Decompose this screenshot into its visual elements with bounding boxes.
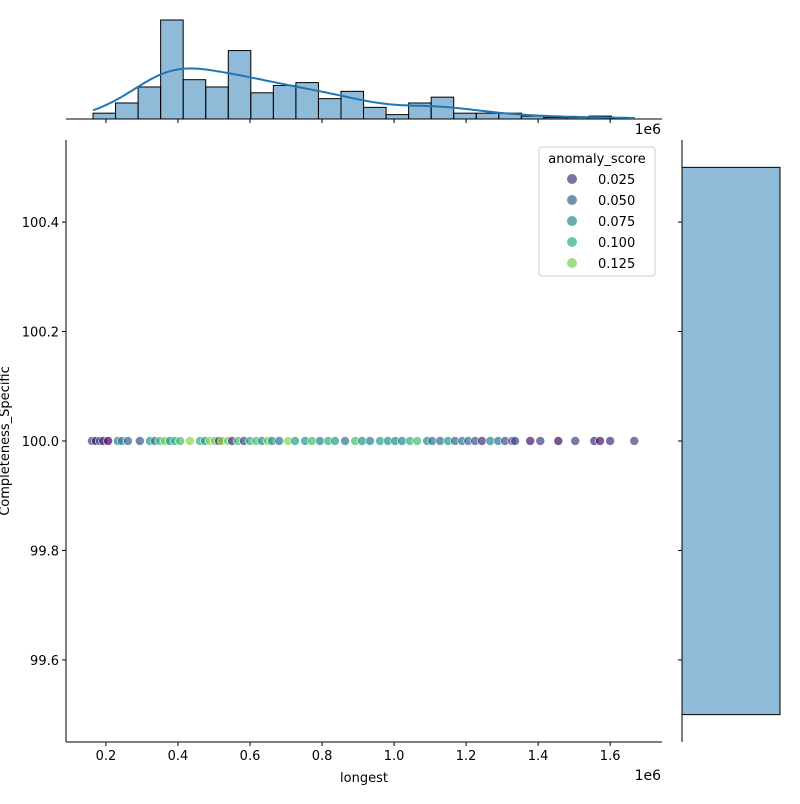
x-tick-label: 1.0: [384, 749, 405, 764]
scatter-point: [365, 436, 375, 446]
scatter-point: [274, 436, 284, 446]
scatter-point: [340, 436, 350, 446]
legend-title: anomaly_score: [548, 152, 646, 167]
top-marginal-histogram: [66, 19, 662, 123]
x-axis-label: longest: [340, 771, 388, 786]
legend-label: 0.050: [598, 194, 635, 209]
histogram-bar: [250, 92, 274, 120]
x-offset-label: 1e6: [635, 768, 662, 784]
kde-curve: [92, 67, 635, 119]
scatter-point: [525, 436, 535, 446]
x-tick-label: 0.4: [168, 749, 189, 764]
histogram-bar: [475, 112, 500, 120]
scatter-point: [103, 436, 113, 446]
scatter-point: [510, 436, 520, 446]
y-axis-label: Completeness_Specific: [0, 366, 13, 516]
x-tick-label: 1.4: [528, 749, 549, 764]
scatter-point: [605, 436, 615, 446]
y-tick-label: 99.6: [30, 654, 59, 669]
x-tick-label: 0.8: [312, 749, 333, 764]
scatter-point: [175, 436, 185, 446]
legend-marker: [567, 195, 577, 205]
legend-label: 0.125: [598, 257, 635, 272]
legend-marker: [567, 237, 577, 247]
top-offset-label: 1e6: [635, 122, 662, 138]
scatter-point: [412, 436, 422, 446]
scatter-point: [629, 436, 640, 446]
histogram-bar: [115, 102, 139, 120]
scatter-point: [135, 436, 145, 446]
scatter-point: [553, 436, 564, 446]
legend-label: 0.075: [598, 215, 635, 230]
scatter-point: [185, 436, 195, 446]
histogram-bar: [363, 106, 387, 120]
legend-label: 0.100: [598, 236, 635, 251]
scatter-point: [290, 436, 300, 446]
y-tick-label: 99.8: [30, 544, 59, 559]
legend-label: 0.025: [598, 173, 635, 188]
x-tick-label: 1.2: [456, 749, 477, 764]
scatter-point: [330, 436, 340, 446]
scatter-point: [315, 436, 325, 446]
histogram-bar: [137, 86, 162, 120]
right-marginal-histogram: [678, 140, 781, 742]
y-tick-label: 100.4: [22, 216, 59, 231]
legend: anomaly_score 0.025 0.050 0.075 0.100 0.125: [538, 146, 656, 277]
x-tick-label: 1.6: [600, 749, 621, 764]
histogram-bar: [453, 112, 477, 120]
scatter-point: [477, 436, 487, 446]
legend-marker: [567, 174, 577, 184]
x-tick-label: 0.2: [96, 749, 117, 764]
histogram-bar: [227, 50, 252, 120]
histogram-bar: [681, 166, 781, 716]
legend-marker: [567, 216, 577, 226]
histogram-bar: [92, 112, 117, 120]
main-scatter-axes: 0.2 0.4 0.6 0.8 1.0 1.2 1.4 1.6 99.6 99.8 100.0 100…: [22, 140, 662, 764]
scatter-point: [570, 436, 581, 446]
scatter-point: [535, 436, 546, 446]
histogram-bar: [272, 85, 297, 120]
histogram-bar: [205, 86, 229, 120]
histogram-bar: [317, 98, 342, 120]
legend-marker: [567, 258, 577, 268]
histogram-bar: [385, 114, 410, 120]
y-tick-label: 100.0: [22, 435, 59, 450]
histogram-bar: [543, 117, 567, 120]
y-tick-label: 100.2: [22, 326, 59, 341]
x-tick-label: 0.6: [240, 749, 261, 764]
scatter-point: [123, 436, 133, 446]
histogram-bar: [182, 79, 207, 120]
scatter-point: [595, 436, 605, 446]
